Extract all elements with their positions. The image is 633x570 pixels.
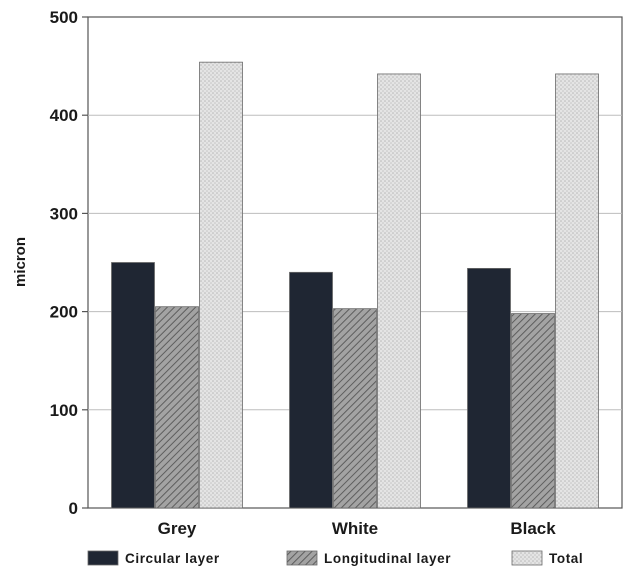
x-category-label: Black [510,519,556,538]
y-axis-title: micron [12,237,29,287]
bar-longitudinal-layer-white [333,308,377,509]
bars [111,61,599,509]
bar-total-white [377,73,421,509]
y-tick-label: 0 [69,499,78,518]
legend-label-circular-layer: Circular layer [125,551,220,566]
legend-swatch-total [511,550,543,566]
bar-total-black [555,73,599,509]
legend-label-longitudinal-layer: Longitudinal layer [324,551,451,566]
bar-circular-layer-grey [111,262,155,509]
legend-label-total: Total [549,551,583,566]
legend-swatch-circular-layer [87,550,119,566]
y-tick-label: 100 [50,401,78,420]
y-tick-label: 200 [50,303,78,322]
y-axis-ticks: 0 100 200 300 400 500 [50,8,88,518]
y-tick-label: 300 [50,204,78,223]
legend: Circular layer Longitudinal layer Total [87,550,583,566]
bar-longitudinal-layer-grey [155,306,199,509]
bar-total-grey [199,61,243,509]
y-tick-label: 500 [50,8,78,27]
legend-swatch-longitudinal-layer [286,550,318,566]
bar-circular-layer-black [467,267,511,509]
x-category-label: White [332,519,378,538]
x-category-label: Grey [158,519,197,538]
bar-longitudinal-layer-black [511,313,555,509]
y-tick-label: 400 [50,106,78,125]
bar-circular-layer-white [289,271,333,509]
x-axis-labels: Grey White Black [158,519,557,538]
